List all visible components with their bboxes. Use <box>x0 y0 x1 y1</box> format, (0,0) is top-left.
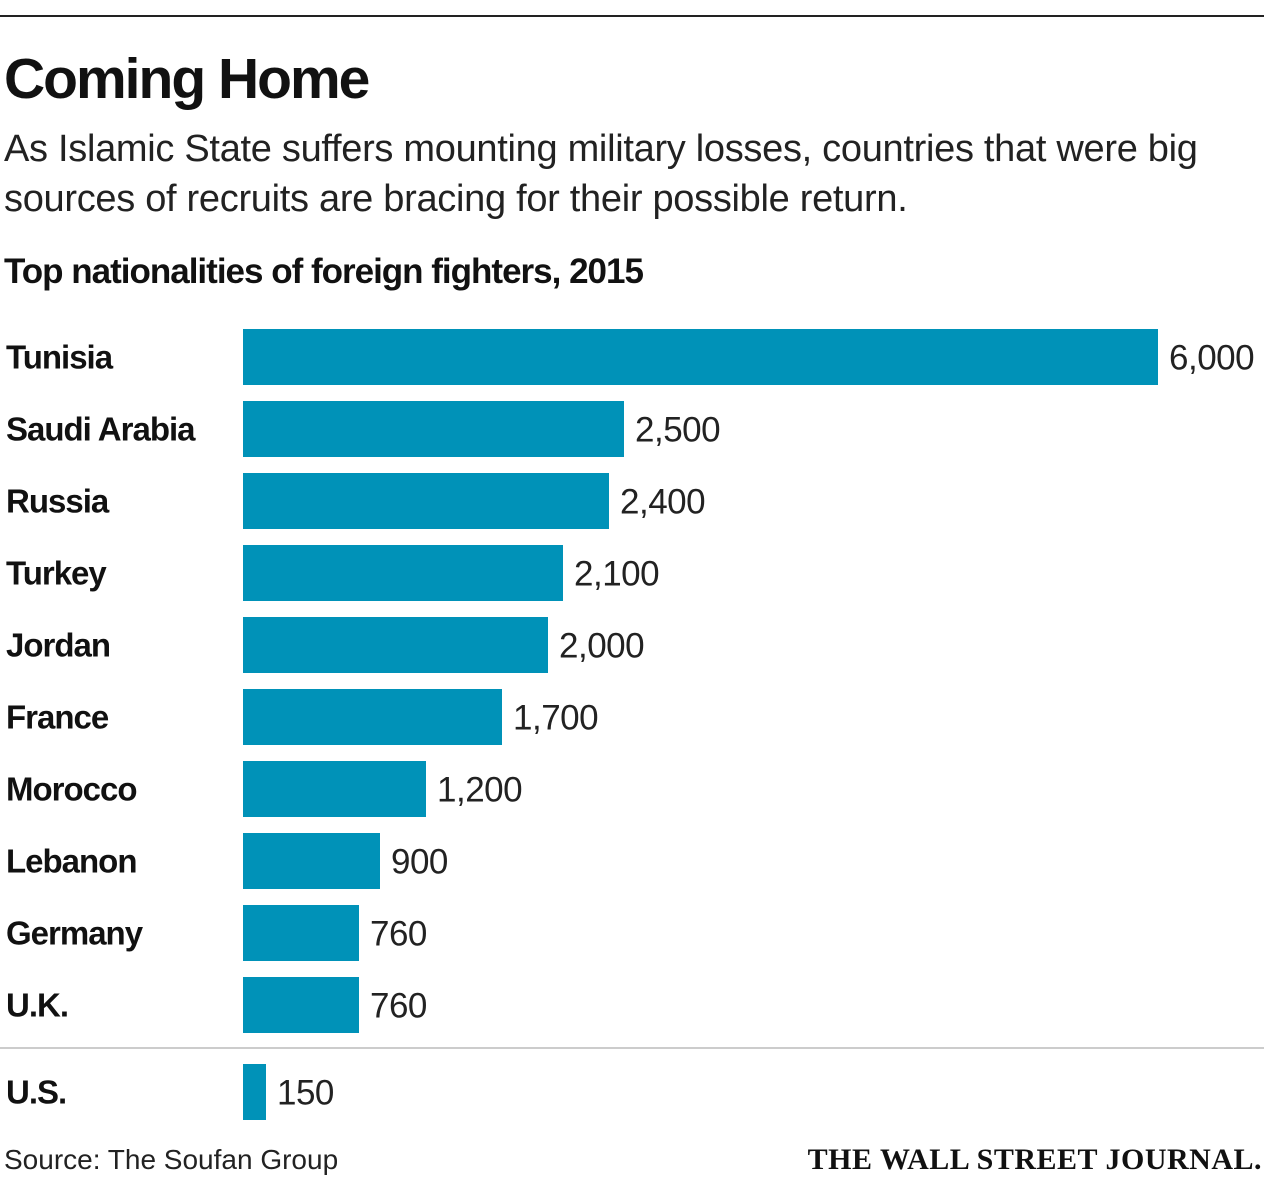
category-label-russia: Russia <box>6 483 110 520</box>
bar-turkey <box>243 545 563 601</box>
category-label-saudi-arabia: Saudi Arabia <box>6 411 196 448</box>
category-label-france: France <box>6 699 109 736</box>
category-label-tunisia: Tunisia <box>6 339 114 376</box>
dek: As Islamic State suffers mounting milita… <box>4 128 1198 220</box>
category-label-u-s: U.S. <box>6 1074 66 1111</box>
source-note: Source: The Soufan Group <box>4 1144 339 1175</box>
bar-morocco <box>243 761 426 817</box>
value-label-turkey: 2,100 <box>574 555 659 594</box>
category-label-jordan: Jordan <box>6 627 110 664</box>
top-rule <box>0 15 1264 17</box>
headline: Coming Home <box>4 47 370 111</box>
value-label-u-s: 150 <box>277 1074 334 1113</box>
bar-lebanon <box>243 833 380 889</box>
value-label-morocco: 1,200 <box>437 771 522 810</box>
bar-germany <box>243 905 359 961</box>
bar-france <box>243 689 502 745</box>
chart-title: Top nationalities of foreign fighters, 2… <box>4 252 644 291</box>
value-label-tunisia: 6,000 <box>1169 339 1254 378</box>
category-label-u-k: U.K. <box>6 987 68 1024</box>
value-label-russia: 2,400 <box>620 483 705 522</box>
category-label-morocco: Morocco <box>6 771 137 808</box>
value-label-germany: 760 <box>370 915 427 954</box>
category-label-turkey: Turkey <box>6 555 107 592</box>
category-label-germany: Germany <box>6 915 144 952</box>
value-label-lebanon: 900 <box>391 843 448 882</box>
value-label-saudi-arabia: 2,500 <box>635 411 720 450</box>
category-label-lebanon: Lebanon <box>6 843 137 880</box>
bar-tunisia <box>243 329 1158 385</box>
bar-jordan <box>243 617 548 673</box>
value-label-u-k: 760 <box>370 987 427 1026</box>
bar-saudi-arabia <box>243 401 624 457</box>
bar-u-k <box>243 977 359 1033</box>
bar-u-s <box>243 1064 266 1120</box>
bar-russia <box>243 473 609 529</box>
publisher-credit: THE WALL STREET JOURNAL. <box>807 1143 1262 1176</box>
value-label-france: 1,700 <box>513 699 598 738</box>
value-label-jordan: 2,000 <box>559 627 644 666</box>
